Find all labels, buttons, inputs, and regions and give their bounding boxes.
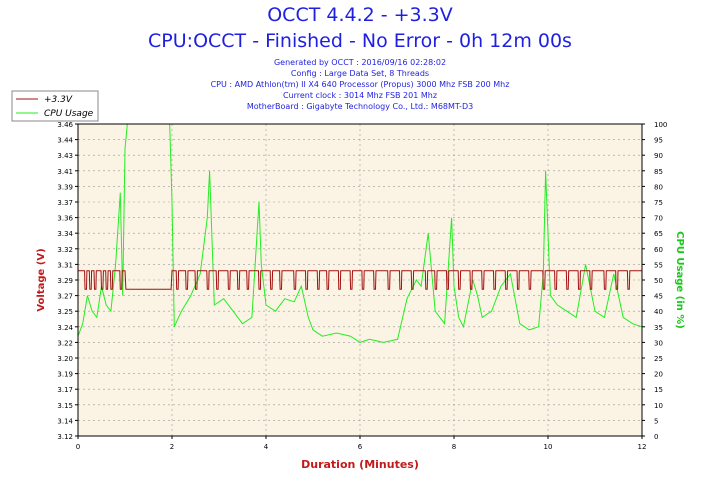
x-tick-label: 0	[76, 443, 80, 451]
y-axis-label-left: Voltage (V)	[36, 248, 47, 311]
right-tick-label: 50	[654, 277, 663, 285]
x-axis-ticks: 0 2 4 6 8 10 12	[76, 436, 647, 451]
left-tick-label: 3.44	[57, 137, 73, 145]
left-tick-label: 3.43	[57, 152, 73, 160]
left-tick-label: 3.41	[57, 168, 73, 176]
right-tick-label: 20	[654, 371, 663, 379]
right-tick-label: 85	[654, 168, 663, 176]
left-tick-label: 3.31	[57, 261, 73, 269]
left-tick-label: 3.20	[57, 355, 73, 363]
left-tick-label: 3.14	[57, 417, 73, 425]
chart-title: OCCT 4.4.2 - +3.3V	[267, 4, 453, 26]
right-tick-label: 100	[654, 121, 667, 129]
x-tick-label: 12	[638, 443, 647, 451]
left-tick-label: 3.36	[57, 215, 73, 223]
right-tick-label: 80	[654, 183, 663, 191]
left-tick-label: 3.22	[57, 339, 73, 347]
x-axis-label: Duration (Minutes)	[301, 458, 419, 471]
left-tick-label: 3.34	[57, 230, 73, 238]
x-tick-label: 4	[264, 443, 269, 451]
legend-cpu-label: CPU Usage	[44, 109, 94, 119]
info-generated: Generated by OCCT : 2016/09/16 02:28:02	[273, 58, 447, 67]
x-tick-label: 2	[170, 443, 174, 451]
right-tick-label: 95	[654, 137, 663, 145]
left-tick-label: 3.15	[57, 402, 73, 410]
left-tick-label: 3.24	[57, 324, 73, 332]
right-tick-label: 60	[654, 246, 663, 254]
legend-voltage-label: +3.3V	[44, 95, 73, 105]
x-tick-label: 10	[544, 443, 553, 451]
left-axis-ticks: 3.12 3.14 3.15 3.17 3.19 3.20 3.22 3.24 3.25 3.27…	[57, 121, 78, 441]
right-tick-label: 40	[654, 308, 663, 316]
info-motherboard: MotherBoard : Gigabyte Technology Co., L…	[246, 102, 474, 111]
left-tick-label: 3.25	[57, 308, 73, 316]
right-tick-label: 45	[654, 293, 663, 301]
info-cpu: CPU : AMD Athlon(tm) II X4 640 Processor…	[210, 80, 510, 89]
info-clock: Current clock : 3014 Mhz FSB 201 Mhz	[282, 91, 438, 100]
left-tick-label: 3.37	[57, 199, 73, 207]
left-tick-label: 3.32	[57, 246, 73, 254]
chart-subtitle: CPU:OCCT - Finished - No Error - 0h 12m …	[148, 30, 572, 52]
right-axis-ticks: 0 5 10 15 20 25 30 35 40 45 50 55 60 65 70 75 80 85 90 95 10…	[642, 121, 667, 441]
left-tick-label: 3.27	[57, 293, 73, 301]
right-tick-label: 55	[654, 261, 663, 269]
legend-box	[11, 90, 99, 122]
left-tick-label: 3.12	[57, 433, 73, 441]
x-tick-label: 6	[358, 443, 363, 451]
left-tick-label: 3.46	[57, 121, 73, 129]
left-tick-label: 3.17	[57, 386, 73, 394]
right-tick-label: 35	[654, 324, 663, 332]
x-tick-label: 8	[452, 443, 456, 451]
plot-frame	[77, 123, 643, 437]
right-tick-label: 30	[654, 339, 663, 347]
right-tick-label: 70	[654, 215, 663, 223]
series-voltage-line	[78, 270, 642, 290]
info-config: Config : Large Data Set, 8 Threads	[290, 69, 430, 78]
right-tick-label: 75	[654, 199, 663, 207]
right-tick-label: 10	[654, 402, 663, 410]
right-tick-label: 15	[654, 386, 663, 394]
left-tick-label: 3.39	[57, 183, 73, 191]
right-tick-label: 65	[654, 230, 663, 238]
grid-lines	[78, 124, 642, 436]
left-tick-label: 3.29	[57, 277, 73, 285]
right-tick-label: 25	[654, 355, 663, 363]
right-tick-label: 5	[654, 417, 658, 425]
right-tick-label: 90	[654, 152, 663, 160]
left-tick-label: 3.19	[57, 371, 73, 379]
right-tick-label: 0	[654, 433, 658, 441]
y-axis-label-right: CPU Usage (in %)	[674, 231, 685, 329]
legend: +3.3V CPU Usage	[11, 90, 99, 122]
